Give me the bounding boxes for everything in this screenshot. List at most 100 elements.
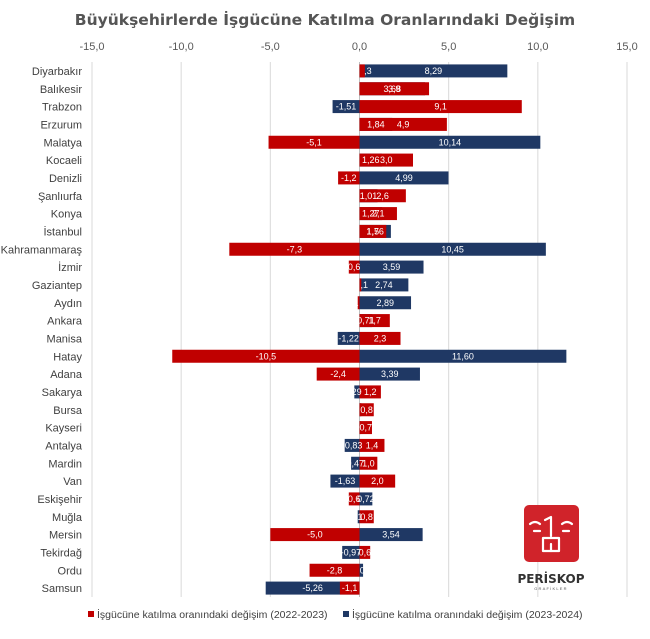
- x-tick-label: 0,0: [352, 41, 367, 53]
- data-label-2023-2024-aydin: 2,89: [377, 298, 395, 308]
- gridlines: [91, 62, 628, 597]
- data-label-2022-2023-ordu: -2,8: [327, 565, 343, 575]
- category-label-eskisehir: Eskişehir: [37, 494, 82, 506]
- category-label-trabzon: Trabzon: [42, 102, 82, 114]
- bar-2022-2023-van: [359, 474, 396, 488]
- bar-2022-2023-trabzon: [359, 100, 522, 114]
- bar-2023-2024-eskisehir: [359, 492, 373, 506]
- data-label-2023-2024-sanliurfa: 1,01: [360, 191, 378, 201]
- data-label-2023-2024-sakarya: -0,29: [341, 387, 362, 397]
- bar-2022-2023-eskisehir: [348, 492, 360, 506]
- category-label-denizli: Denizli: [49, 173, 82, 185]
- bar-2023-2024-ordu: [359, 563, 364, 577]
- data-labels: ,3 8,29 3,93,68 9,1 -1,51 4,9 1,84 -5,1 10,14 3,0…: [256, 66, 474, 593]
- category-label-tekirdag: Tekirdağ: [40, 547, 82, 559]
- data-label-2022-2023-istanbul: 1,5: [367, 226, 380, 236]
- legend-swatch-2022-2023: [88, 611, 94, 617]
- x-tick-label: 15,0: [616, 41, 637, 53]
- bar-2022-2023-sanliurfa: [359, 189, 406, 203]
- data-label-2022-2023-eskisehir: 0,6: [348, 494, 361, 504]
- bar-2022-2023-gaziantep: [359, 278, 362, 292]
- x-tick-label: -10,0: [169, 41, 194, 53]
- data-label-2022-2023-mugla: 0,8: [360, 512, 373, 522]
- data-label-2023-2024-denizli: 4,99: [395, 173, 413, 183]
- logo-subtitle: GRAFİKLER: [534, 586, 567, 591]
- bar-2023-2024-mardin: [351, 456, 360, 470]
- bar-2022-2023-konya: [359, 207, 397, 221]
- data-label-2022-2023-hatay: -10,5: [256, 351, 277, 361]
- data-label-2022-2023-trabzon: 9,1: [434, 102, 447, 112]
- bar-2022-2023-balikesir: [359, 82, 430, 96]
- bar-2022-2023-mersin: [270, 528, 360, 542]
- data-label-2022-2023-kocaeli: 3,0: [380, 155, 393, 165]
- bar-2023-2024-diyarbakir: [359, 64, 508, 78]
- category-label-mardin: Mardin: [48, 458, 82, 470]
- bar-2023-2024-van: [330, 474, 360, 488]
- data-label-2023-2024-tekirdag: -0,97: [341, 547, 362, 557]
- data-label-2023-2024-samsun: -5,26: [302, 583, 323, 593]
- category-label-konya: Konya: [51, 209, 83, 221]
- bars: [172, 64, 567, 595]
- bar-2022-2023-samsun: [339, 581, 360, 595]
- bar-2023-2024-tekirdag: [342, 545, 360, 559]
- bar-2022-2023-malatya: [268, 135, 360, 149]
- legend-label-2023-2024: İşgücüne katılma oranındaki değişim (202…: [352, 608, 583, 621]
- category-label-kahramanmaras: Kahramanmaraş: [1, 244, 83, 256]
- bar-2022-2023-erzurum: [359, 117, 447, 131]
- category-label-izmir: İzmir: [58, 261, 82, 274]
- category-label-ankara: Ankara: [47, 316, 83, 328]
- data-label-2023-2024-adana: 3,39: [381, 369, 399, 379]
- bar-2023-2024-mugla: [357, 510, 360, 524]
- data-label-2023-2024-diyarbakir: 8,29: [425, 66, 443, 76]
- category-label-gaziantep: Gaziantep: [32, 280, 82, 292]
- periskop-logo: PERİSKOP GRAFİKLER: [517, 505, 585, 591]
- bar-2023-2024-izmir: [359, 260, 424, 274]
- bar-2023-2024-gaziantep: [359, 278, 409, 292]
- x-tick-label: 5,0: [441, 41, 456, 53]
- bar-2023-2024-hatay: [359, 349, 567, 363]
- bar-2022-2023-denizli: [338, 171, 360, 185]
- data-label-2022-2023-kahramanmaras: -7,3: [287, 244, 303, 254]
- category-label-hatay: Hatay: [53, 351, 82, 363]
- data-label-2022-2023-diyarbakir: ,3: [364, 66, 372, 76]
- data-label-2022-2023-samsun: -1,1: [342, 583, 358, 593]
- data-label-2023-2024-eskisehir: 0,72: [357, 494, 375, 504]
- category-label-sanliurfa: Şanlıurfa: [38, 191, 83, 203]
- bar-2022-2023-bursa: [359, 403, 374, 417]
- data-label-2022-2023-konya: 2,1: [372, 209, 385, 219]
- bar-2022-2023-kahramanmaras: [229, 242, 360, 256]
- data-label-2023-2024-gaziantep: 2,74: [375, 280, 393, 290]
- x-axis-ticks: -15,0 -10,0 -5,0 0,0 5,0 10,0 15,0: [79, 41, 637, 53]
- data-label-2022-2023-antalya: 1,4: [366, 440, 379, 450]
- data-label-2022-2023-sanliurfa: 2,6: [376, 191, 389, 201]
- x-tick-label: 10,0: [527, 41, 548, 53]
- data-label-2023-2024-mardin: 0,47: [347, 458, 365, 468]
- data-label-2023-2024-mersin: 3,54: [382, 530, 400, 540]
- data-label-2022-2023-bursa: 0,8: [360, 405, 373, 415]
- data-label-2023-2024-trabzon: -1,51: [336, 102, 357, 112]
- category-label-bursa: Bursa: [53, 405, 83, 417]
- data-label-2023-2024-balikesir: 3,68: [384, 84, 402, 94]
- category-label-adana: Adana: [50, 369, 83, 381]
- data-label-2022-2023-gaziantep: ,1: [361, 280, 369, 290]
- category-label-mugla: Muğla: [52, 512, 83, 524]
- bar-2022-2023-kayseri: [359, 421, 372, 435]
- bar-2023-2024-adana: [359, 367, 420, 381]
- category-label-ordu: Ordu: [58, 565, 82, 577]
- data-label-2023-2024-konya: 1,27: [362, 209, 380, 219]
- category-label-kayseri: Kayseri: [45, 423, 82, 435]
- category-label-balikesir: Balıkesir: [40, 84, 83, 96]
- data-label-2022-2023-manisa: 2,3: [374, 333, 387, 343]
- bar-2022-2023-antalya: [359, 438, 385, 452]
- bar-2022-2023-aydin: [357, 296, 360, 310]
- data-label-2022-2023-ankara: 1,7: [368, 316, 381, 326]
- data-label-2023-2024-izmir: 3,59: [383, 262, 401, 272]
- bar-2023-2024-manisa: [337, 331, 360, 345]
- data-label-2023-2024-erzurum: 1,84: [367, 119, 385, 129]
- legend-label-2022-2023: İşgücüne katılma oranındaki değişim (202…: [97, 608, 328, 621]
- bar-2023-2024-sakarya: [354, 385, 360, 399]
- bar-2022-2023-hatay: [172, 349, 360, 363]
- data-label-2022-2023-denizli: -1,2: [341, 173, 357, 183]
- bar-2022-2023-mugla: [359, 510, 374, 524]
